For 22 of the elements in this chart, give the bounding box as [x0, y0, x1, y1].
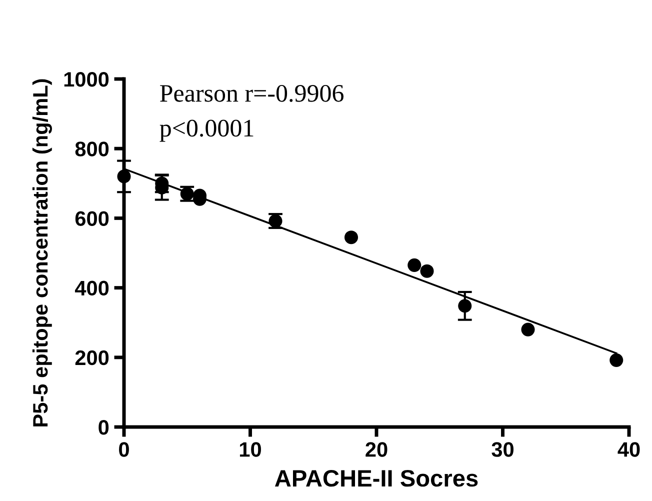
- y-axis-title: P5-5 epitope concentration (ng/mL): [32, 79, 52, 426]
- y-tick-label: 800: [75, 142, 109, 156]
- y-tick-label: 1000: [64, 72, 109, 87]
- point: [344, 230, 358, 244]
- x-tick-label: 40: [618, 442, 640, 457]
- point: [117, 170, 131, 184]
- point: [521, 322, 535, 336]
- y-tick-label: 400: [74, 280, 109, 296]
- point: [408, 258, 422, 272]
- point: [420, 264, 434, 278]
- x-tick-label: 0: [119, 442, 129, 457]
- x-tick-label: 20: [366, 442, 388, 457]
- point: [610, 353, 624, 367]
- y-tick-label: 600: [75, 211, 109, 226]
- annotation: Pearson r=-0.9906: [160, 84, 344, 102]
- point: [458, 299, 472, 313]
- x-axis-title: APACHE-II Socres: [274, 470, 478, 487]
- annotation: p<0.0001: [160, 120, 254, 142]
- y-tick-label: 200: [75, 350, 109, 366]
- x-tick-label: 10: [240, 442, 261, 457]
- y-tick-label: 0: [98, 420, 109, 435]
- x-tick-label: 30: [492, 442, 514, 457]
